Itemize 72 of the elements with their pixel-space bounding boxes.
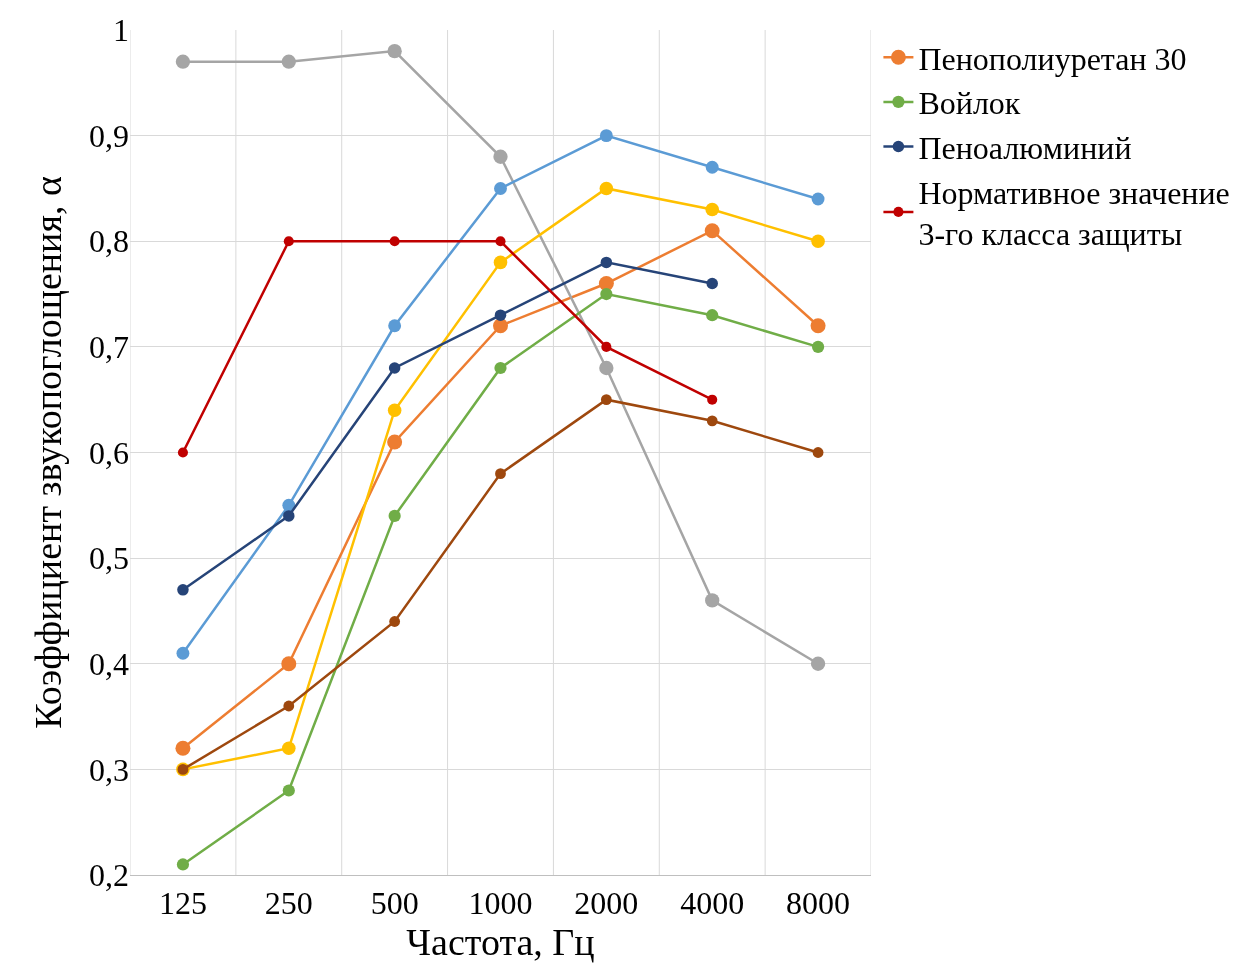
x-axis-title: Частота, Гц — [406, 921, 595, 964]
y-tick-label: 0,2 — [89, 857, 129, 894]
point — [495, 468, 506, 480]
y-tick-label: 0,5 — [89, 540, 129, 577]
point — [705, 160, 719, 174]
point — [704, 223, 720, 239]
point — [811, 340, 825, 353]
point — [707, 394, 718, 405]
point — [177, 584, 189, 596]
point — [599, 360, 614, 376]
point — [283, 510, 295, 522]
y-tick-label: 1 — [113, 12, 129, 49]
point — [389, 616, 401, 627]
point — [599, 129, 613, 143]
point — [281, 656, 297, 672]
point — [281, 54, 296, 69]
point — [706, 309, 719, 322]
point — [810, 656, 826, 671]
point — [601, 341, 612, 352]
point — [812, 447, 824, 458]
point — [176, 858, 190, 871]
x-tick-label: 1000 — [468, 885, 533, 922]
point — [283, 700, 295, 712]
y-tick-label: 0,3 — [89, 751, 129, 788]
y-tick-label: 0,8 — [89, 223, 129, 260]
point — [387, 403, 402, 418]
point — [706, 277, 718, 290]
point — [388, 319, 402, 333]
point — [599, 181, 614, 196]
x-tick-label: 125 — [158, 885, 207, 922]
point — [494, 309, 507, 321]
point — [175, 54, 191, 69]
y-tick-label: 0,9 — [89, 117, 129, 154]
y-tick-label: 0,6 — [89, 434, 129, 471]
point — [283, 236, 294, 247]
point — [600, 256, 613, 269]
point — [387, 43, 402, 59]
point — [389, 236, 400, 247]
point — [600, 394, 612, 406]
x-tick-label: 250 — [264, 885, 313, 922]
legend-label: Войлок — [918, 85, 1021, 122]
point — [282, 784, 295, 797]
point — [705, 593, 720, 608]
point — [811, 192, 825, 206]
point — [810, 318, 826, 334]
y-tick-label: 0,4 — [89, 645, 129, 682]
point — [494, 181, 507, 195]
legend-label: Нормативное значение 3-го класса защиты — [918, 174, 1230, 253]
point — [175, 740, 191, 756]
y-axis-title: Коэффициент звукопоглощения, α — [27, 176, 70, 729]
point — [600, 287, 613, 301]
point — [388, 362, 401, 374]
x-tick-label: 8000 — [786, 885, 851, 922]
point — [493, 318, 508, 334]
point — [493, 149, 508, 164]
x-tick-label: 2000 — [574, 885, 639, 922]
x-tick-label: 500 — [370, 885, 419, 922]
point — [811, 234, 825, 249]
legend-label: Пеноалюминий — [918, 129, 1132, 166]
point — [495, 236, 506, 247]
point — [494, 361, 507, 375]
y-tick-label: 0,7 — [89, 329, 129, 366]
point — [176, 646, 190, 660]
point — [493, 255, 508, 270]
point — [387, 434, 403, 450]
x-tick-label: 4000 — [680, 885, 745, 922]
point — [388, 509, 401, 522]
point — [705, 202, 720, 217]
point — [282, 741, 296, 756]
legend-label: Пенополиуретан 30 — [918, 40, 1187, 77]
point — [706, 415, 718, 427]
point — [177, 447, 188, 458]
